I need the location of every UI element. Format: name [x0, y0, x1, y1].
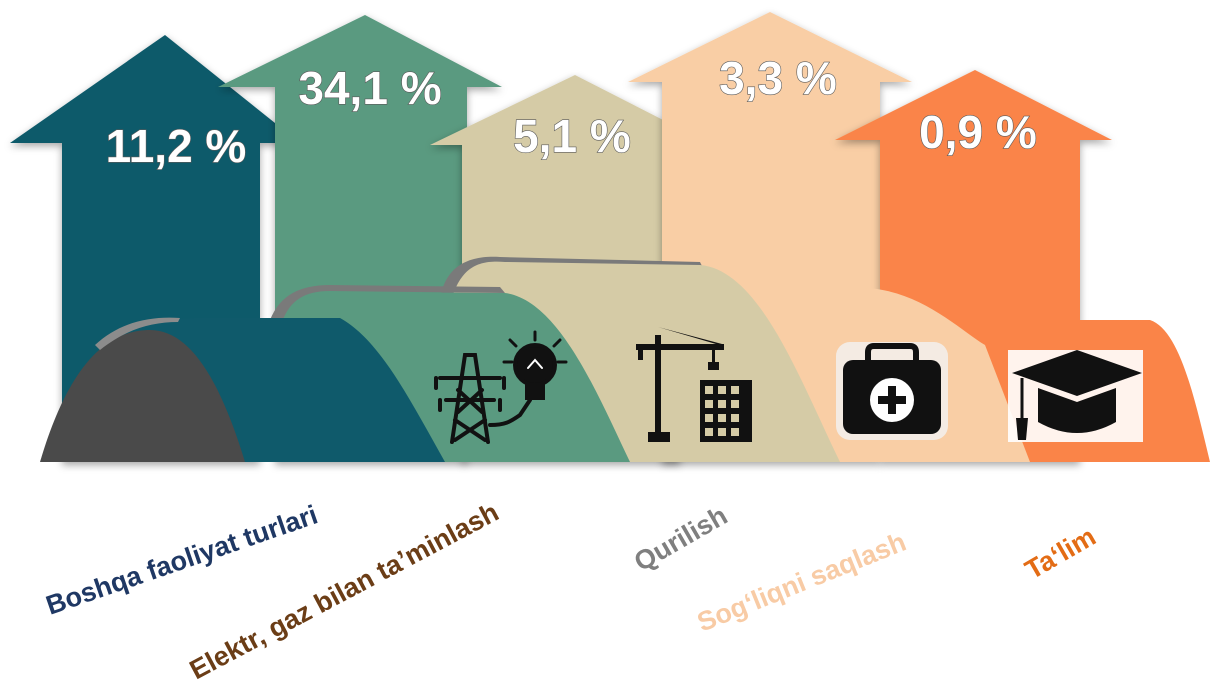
value-label-talim: 0,9 %	[919, 106, 1037, 158]
value-label-qurilish: 5,1 %	[513, 110, 631, 162]
category-label-qurilish: Qurilish	[629, 500, 732, 577]
graduation-cap-icon	[1008, 350, 1143, 442]
value-label-sogliq: 3,3 %	[719, 52, 837, 104]
wave-elektr-edge	[270, 285, 505, 322]
category-label-boshqa: Boshqa faoliyat turlari	[42, 500, 321, 621]
crane-building-icon	[636, 327, 752, 442]
wave-qurilish-edge	[440, 256, 703, 305]
category-label-elektr: Elektr, gaz bilan ta’minlash	[185, 497, 504, 686]
power-tower-bulb-icon	[434, 330, 568, 444]
wave-dark-edge	[95, 317, 180, 350]
value-label-elektr: 34,1 %	[298, 62, 441, 114]
category-label-sogliq: Sog‘liqni saqlash	[693, 527, 910, 638]
value-label-boshqa: 11,2 %	[106, 120, 247, 172]
category-label-talim: Ta‘lim	[1020, 521, 1101, 585]
medical-kit-icon	[836, 342, 948, 440]
wave-dark	[40, 330, 245, 462]
